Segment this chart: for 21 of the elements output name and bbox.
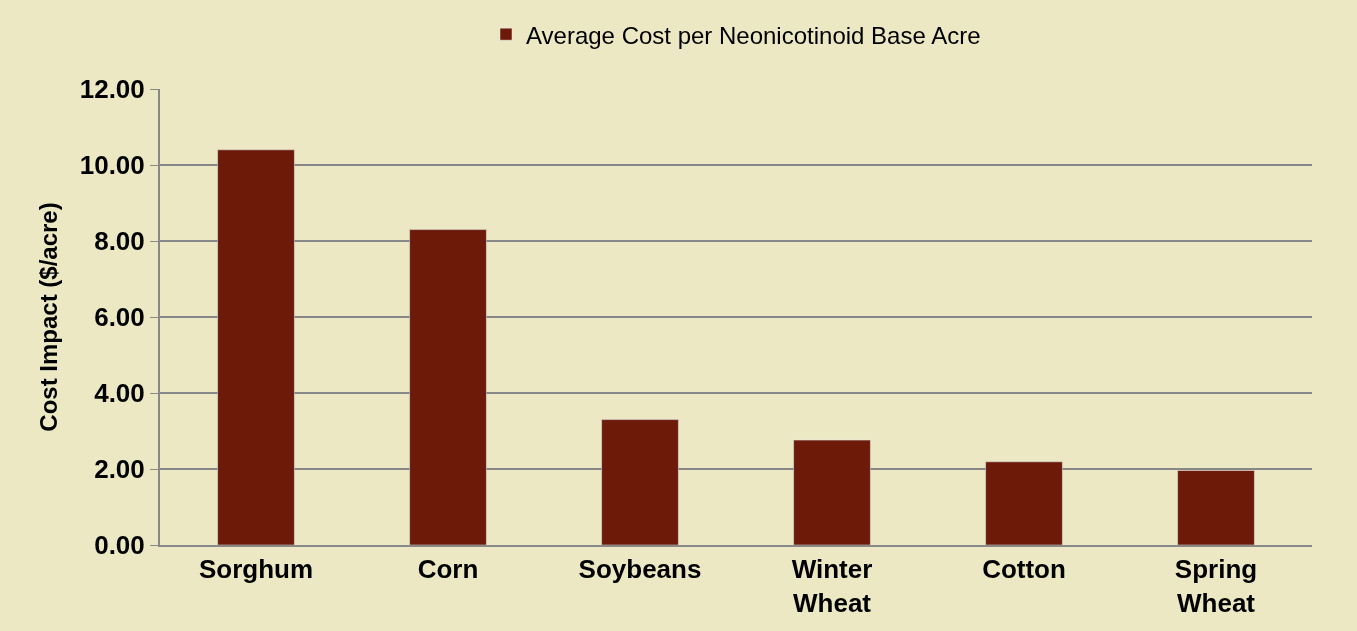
bar bbox=[217, 149, 295, 545]
y-tick-label: 6.00 bbox=[94, 302, 145, 333]
bar bbox=[601, 419, 679, 545]
y-tick-label: 12.00 bbox=[79, 74, 145, 105]
x-tick-label: Soybeans bbox=[578, 554, 702, 585]
y-tick-label: 8.00 bbox=[94, 226, 145, 257]
x-tick-label: Spring Wheat bbox=[1174, 554, 1258, 618]
y-tick-label: 10.00 bbox=[79, 150, 145, 181]
x-tick-label: Sorghum bbox=[198, 554, 314, 585]
legend-label: Average Cost per Neonicotinoid Base Acre bbox=[526, 21, 981, 49]
y-axis-title: Cost Impact ($/acre) bbox=[35, 202, 63, 432]
bar bbox=[985, 461, 1063, 545]
x-tick-label: Winter Wheat bbox=[791, 554, 873, 618]
bar bbox=[1177, 470, 1255, 545]
y-tick-label: 0.00 bbox=[94, 530, 145, 561]
bar bbox=[793, 439, 871, 545]
bar bbox=[409, 229, 487, 545]
x-tick-label: Corn bbox=[417, 554, 479, 585]
x-tick-label: Cotton bbox=[982, 554, 1066, 585]
y-tick-label: 4.00 bbox=[94, 378, 145, 409]
y-tick-label: 2.00 bbox=[94, 454, 145, 485]
